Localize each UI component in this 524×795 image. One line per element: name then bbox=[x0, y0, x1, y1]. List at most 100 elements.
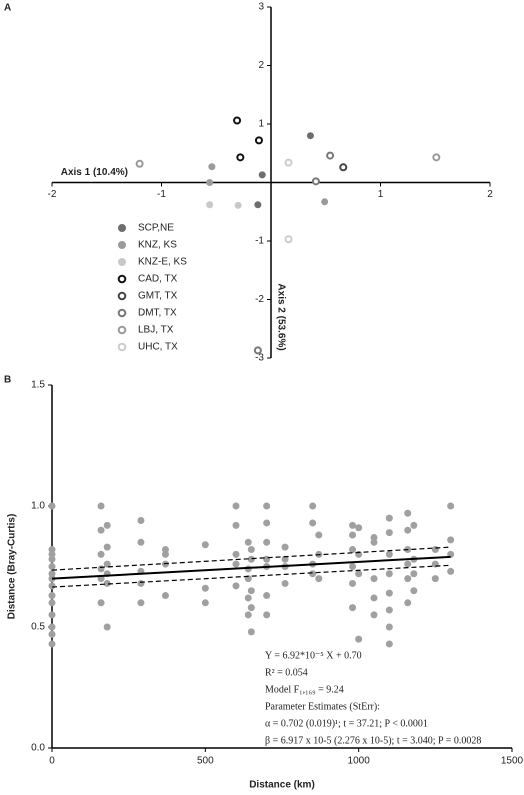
point bbox=[233, 116, 242, 125]
y-tick-label: -2 bbox=[255, 294, 264, 305]
point bbox=[281, 579, 289, 587]
point bbox=[410, 521, 418, 529]
point bbox=[432, 153, 441, 162]
panel-label: A bbox=[4, 3, 11, 14]
point bbox=[447, 502, 455, 510]
legend-marker bbox=[117, 325, 127, 335]
y-tick-label: 3 bbox=[258, 2, 264, 13]
point bbox=[137, 579, 145, 587]
point bbox=[349, 531, 357, 539]
point bbox=[161, 546, 169, 554]
point bbox=[431, 546, 439, 554]
point bbox=[370, 538, 378, 546]
point bbox=[161, 592, 169, 600]
point bbox=[349, 579, 357, 587]
x-tick-label: 2 bbox=[487, 189, 493, 200]
point bbox=[263, 555, 271, 563]
point bbox=[97, 565, 105, 573]
point bbox=[48, 582, 56, 590]
point bbox=[137, 517, 145, 525]
point bbox=[135, 159, 144, 168]
legend-marker bbox=[117, 291, 127, 301]
point bbox=[349, 563, 357, 570]
y-tick-label: -1 bbox=[255, 236, 264, 247]
point bbox=[103, 560, 111, 568]
point bbox=[137, 538, 145, 546]
annotation: R² = 0.054 bbox=[265, 667, 308, 678]
legend-label: CAD, TX bbox=[138, 274, 178, 285]
point bbox=[385, 589, 393, 597]
point bbox=[247, 604, 255, 612]
point bbox=[410, 587, 418, 595]
point bbox=[247, 587, 255, 595]
y-tick-label: 1 bbox=[258, 119, 264, 130]
annotation: Model F₁,₁₆₉ = 9.24 bbox=[265, 684, 344, 695]
y-tick-label: -3 bbox=[255, 353, 264, 364]
point bbox=[404, 599, 412, 607]
point bbox=[161, 550, 169, 558]
point bbox=[244, 538, 252, 546]
x-axis-title: Distance (km) bbox=[249, 780, 315, 791]
y-axis-title: Distance (Bray-Curtis) bbox=[7, 514, 18, 620]
point bbox=[247, 628, 255, 636]
point bbox=[281, 543, 289, 551]
point bbox=[339, 163, 348, 172]
point bbox=[370, 611, 378, 619]
point bbox=[48, 570, 56, 578]
point bbox=[263, 502, 271, 510]
point bbox=[447, 567, 455, 575]
point bbox=[48, 555, 56, 563]
point bbox=[315, 531, 323, 539]
point bbox=[97, 502, 105, 510]
point bbox=[355, 570, 363, 578]
x-tick-label: -2 bbox=[48, 189, 57, 200]
point bbox=[447, 536, 455, 544]
point bbox=[206, 201, 214, 209]
point bbox=[404, 560, 412, 568]
point bbox=[385, 623, 393, 631]
point bbox=[355, 635, 363, 643]
y-tick-label: 0.0 bbox=[31, 743, 45, 754]
point bbox=[97, 526, 105, 534]
point bbox=[244, 594, 252, 602]
point bbox=[236, 153, 245, 162]
y-tick-label: 0.5 bbox=[31, 622, 45, 633]
point bbox=[326, 151, 335, 160]
point bbox=[385, 550, 393, 558]
y-axis-title: Axis 2 (53.6%) bbox=[275, 283, 286, 350]
legend-label: KNZ, KS bbox=[138, 240, 177, 251]
legend-label: LBJ, TX bbox=[138, 325, 174, 336]
point bbox=[201, 584, 209, 592]
y-tick-label: 2 bbox=[258, 60, 264, 71]
x-tick-label: 1500 bbox=[501, 756, 524, 767]
point bbox=[103, 579, 111, 587]
point bbox=[349, 521, 357, 529]
point bbox=[48, 546, 56, 554]
y-tick-label: 1.5 bbox=[31, 380, 45, 391]
point bbox=[258, 171, 266, 179]
point bbox=[309, 570, 317, 578]
legend-marker bbox=[118, 241, 126, 249]
point bbox=[232, 560, 240, 568]
point bbox=[103, 543, 111, 551]
point bbox=[201, 599, 209, 607]
point bbox=[284, 235, 293, 244]
point bbox=[349, 604, 357, 612]
legend-label: KNZ-E, KS bbox=[138, 257, 187, 268]
point bbox=[254, 136, 263, 145]
annotation: Parameter Estimates (StErr): bbox=[265, 701, 380, 712]
ci-lower bbox=[51, 564, 451, 588]
ci-upper bbox=[51, 546, 451, 571]
point bbox=[234, 201, 242, 209]
x-tick-label: 1000 bbox=[348, 756, 371, 767]
point bbox=[355, 524, 363, 532]
annotation: β = 6.917 x 10-5 (2.276 x 10-5); t = 3.0… bbox=[265, 735, 481, 746]
point bbox=[349, 546, 357, 554]
point bbox=[253, 346, 262, 355]
point bbox=[370, 575, 378, 583]
point bbox=[263, 592, 271, 600]
legend-marker bbox=[117, 308, 127, 318]
point bbox=[263, 519, 271, 527]
point bbox=[206, 179, 214, 186]
